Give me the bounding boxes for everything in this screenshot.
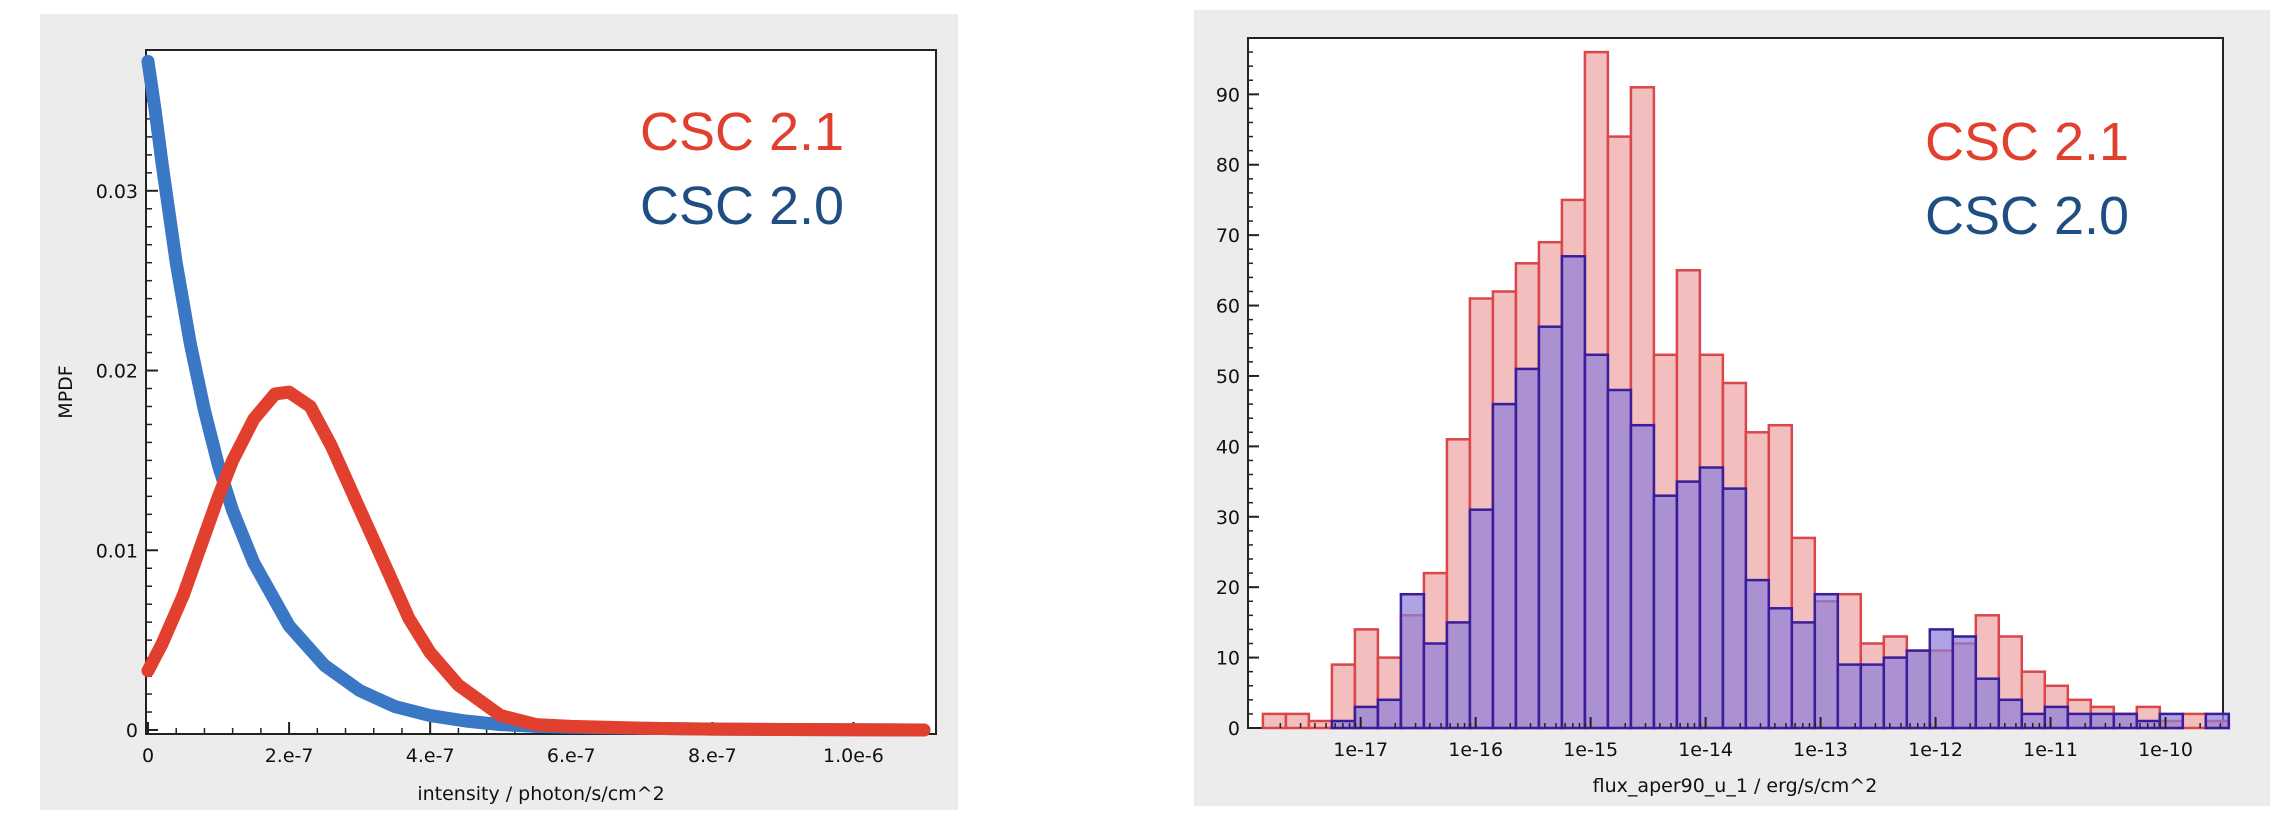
bar-csc20: [1721, 487, 1748, 730]
bar-csc20: [1928, 628, 1955, 730]
y-tick-label: 0: [1228, 718, 1240, 740]
bar-csc20: [1491, 402, 1518, 730]
legend-csc21-left: CSC 2.1: [640, 102, 844, 162]
y-tick-label: 20: [1216, 577, 1240, 599]
bar-csc21: [1261, 712, 1288, 730]
y-tick-label: 40: [1216, 436, 1240, 458]
x-tick-label: 2.e-7: [265, 745, 314, 767]
bar-csc20: [1353, 705, 1380, 730]
bar-csc20: [1422, 642, 1449, 730]
left-axis-ticks: 0 2.e-7 4.e-7 6.e-7 8.e-7 1.0e-6 0 0.01 0.02 0.03: [96, 64, 911, 767]
x-tick-label: 1e-10: [2138, 739, 2193, 761]
bar-csc20: [2043, 705, 2070, 730]
bar-csc20: [1652, 494, 1679, 730]
x-tick-label: 1.0e-6: [823, 745, 884, 767]
bar-csc20: [2089, 712, 2116, 730]
x-tick-label: 8.e-7: [688, 745, 737, 767]
bar-csc20: [1698, 466, 1725, 730]
bar-csc20: [1583, 353, 1610, 730]
x-tick-label: 1e-15: [1563, 739, 1618, 761]
y-tick-label: 60: [1216, 296, 1240, 318]
x-tick-label: 1e-12: [1908, 739, 1963, 761]
bar-csc20: [2112, 712, 2139, 730]
bar-csc21: [1284, 712, 1311, 730]
left-series-group: [141, 54, 931, 737]
bar-csc21: [1330, 663, 1357, 730]
bar-csc20: [1813, 592, 1840, 730]
y-tick-label: 90: [1216, 84, 1240, 106]
bar-csc20: [1629, 423, 1656, 730]
bar-csc20: [1882, 656, 1909, 730]
x-tick-label: 1e-13: [1793, 739, 1848, 761]
bar-csc20: [1997, 698, 2024, 730]
bar-csc20: [1514, 367, 1541, 730]
bar-csc20: [1767, 607, 1794, 730]
bar-csc20: [1790, 621, 1817, 730]
right-bars-group: [1261, 50, 2231, 730]
bar-csc20: [1974, 677, 2001, 730]
bar-csc20: [1445, 621, 1472, 730]
y-tick-label: 30: [1216, 507, 1240, 529]
y-tick-label: 70: [1216, 225, 1240, 247]
bar-csc21: [2181, 712, 2208, 730]
bar-csc20: [1560, 255, 1587, 730]
y-tick-label: 0.01: [96, 540, 138, 562]
left-y-axis-label: MPDF: [55, 365, 77, 418]
legend-csc20-right: CSC 2.0: [1925, 186, 2129, 246]
left-x-axis-label: intensity / photon/s/cm^2: [417, 783, 664, 805]
right-axis-ticks: 1e-17 1e-16 1e-15 1e-14 1e-13 1e-12 1e-11 1e-10…: [1216, 37, 2222, 761]
legend-csc20-left: CSC 2.0: [640, 176, 844, 236]
series-line-csc21: [141, 385, 931, 737]
bar-csc20: [1859, 663, 1886, 730]
x-tick-label: 1e-14: [1678, 739, 1733, 761]
bar-csc20: [1537, 325, 1564, 730]
y-tick-label: 0: [126, 720, 138, 742]
bar-csc20: [1468, 508, 1495, 730]
x-tick-label: 0: [142, 745, 154, 767]
bar-csc20: [2204, 712, 2231, 730]
bar-csc21: [1307, 719, 1334, 730]
x-tick-label: 4.e-7: [406, 745, 455, 767]
right-x-axis-label: flux_aper90_u_1 / erg/s/cm^2: [1593, 775, 1878, 797]
x-tick-label: 1e-11: [2023, 739, 2078, 761]
bar-csc20: [2158, 712, 2185, 730]
bar-csc20: [1675, 480, 1702, 730]
legend-csc21-right: CSC 2.1: [1925, 112, 2129, 172]
bar-csc20: [1399, 592, 1426, 730]
bar-csc20: [1606, 388, 1633, 730]
y-tick-label: 0.02: [96, 361, 138, 383]
bar-csc20: [1744, 578, 1771, 730]
y-tick-label: 10: [1216, 648, 1240, 670]
y-tick-label: 0.03: [96, 181, 138, 203]
bar-csc20: [1836, 663, 1863, 730]
bar-csc20: [1905, 649, 1932, 730]
bar-csc20: [2066, 712, 2093, 730]
x-tick-label: 6.e-7: [547, 745, 596, 767]
bar-csc20: [1376, 698, 1403, 730]
y-tick-label: 80: [1216, 155, 1240, 177]
x-tick-label: 1e-16: [1448, 739, 1503, 761]
bar-csc20: [1951, 635, 1978, 730]
x-tick-label: 1e-17: [1333, 739, 1388, 761]
y-tick-label: 50: [1216, 366, 1240, 388]
